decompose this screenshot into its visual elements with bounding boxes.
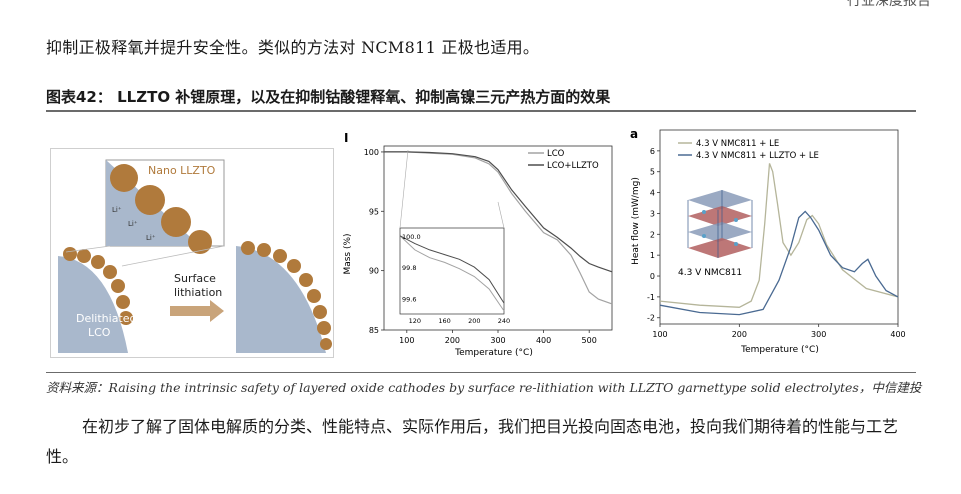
dsc-plot-frame xyxy=(659,129,899,325)
tga-inset-x-tick-label: 200 xyxy=(468,317,480,325)
tga-inset-x-tick-label: 160 xyxy=(438,317,450,325)
dsc-y-tick-label: -1 xyxy=(647,293,655,302)
lco-label-line1: Delithiated xyxy=(76,312,137,325)
paragraph-bottom: 在初步了解了固体电解质的分类、性能特点、实际作用后，我们把目光投向固态电池，投向… xyxy=(46,417,899,466)
dsc-legend: 4.3 V NMC811 + LE 4.3 V NMC811 + LLZTO +… xyxy=(678,139,819,161)
dsc-x-tick-label: 200 xyxy=(732,330,747,339)
dsc-y-tick-label: 3 xyxy=(650,209,655,218)
figure-top-rule xyxy=(46,110,916,112)
arrow-label-line2: lithiation xyxy=(174,286,222,299)
zoom-guide-right xyxy=(121,245,225,267)
li-label-2: Li⁺ xyxy=(128,220,138,228)
tga-inset-guide-left xyxy=(399,149,409,229)
figure-source: 资料来源：Raising the intrinsic safety of lay… xyxy=(46,380,922,395)
tga-inset-y-tick-label: 99.6 xyxy=(402,295,416,303)
paragraph-top: 抑制正极释氧并提升安全性。类似的方法对 NCM811 正极也适用。 xyxy=(46,38,540,57)
tga-inset-guide-right xyxy=(497,201,505,229)
nano-llzto-particles xyxy=(110,164,212,254)
dsc-x-tick-label: 400 xyxy=(890,330,905,339)
lco-surface-particles xyxy=(63,247,133,325)
schematic-panel: Delithiated LCO Nano LLZTO Li⁺ Li⁺ Li⁺ S… xyxy=(50,148,334,358)
dsc-y-tick-label: 1 xyxy=(650,251,655,260)
dsc-series-line-1 xyxy=(659,163,899,308)
tga-ylabel: Mass (%) xyxy=(343,233,353,274)
tga-inset-series-line-2 xyxy=(399,235,505,304)
surface-lithiation-arrow xyxy=(170,300,224,322)
tga-y-tick-label: 85 xyxy=(369,326,379,335)
dsc-ylabel: Heat flow (mW/mg) xyxy=(631,177,641,265)
dsc-y-tick-label: 6 xyxy=(650,147,655,156)
lithiated-particles xyxy=(241,241,332,350)
dsc-x-tick-label: 300 xyxy=(811,330,826,339)
tga-inset-x-tick-label: 120 xyxy=(409,317,421,325)
li-label-3: Li⁺ xyxy=(146,234,156,242)
figure-title: 图表42： LLZTO 补锂原理，以及在抑制钴酸锂释氧、抑制高镍三元产热方面的效… xyxy=(46,88,611,106)
lco-label-line2: LCO xyxy=(88,326,111,339)
tga-y-tick-label: 90 xyxy=(369,267,379,276)
dsc-series-line-2 xyxy=(659,210,899,316)
tga-series-line-2 xyxy=(384,151,613,273)
tga-x-tick-label: 200 xyxy=(445,336,460,345)
dsc-y-tick-label: 5 xyxy=(650,168,655,177)
dsc-y-tick-label: 2 xyxy=(650,230,655,239)
tga-panel-letter: I xyxy=(344,131,348,145)
crystal-label: 4.3 V NMC811 xyxy=(678,268,742,278)
dsc-y-tick-label: -2 xyxy=(647,314,655,323)
tga-legend: LCO LCO+LLZTO xyxy=(528,149,599,171)
tga-legend-llzto: LCO+LLZTO xyxy=(547,161,599,171)
dsc-y-tick-label: 4 xyxy=(650,189,655,198)
zoom-guide-left xyxy=(65,245,111,253)
tga-inset-y-tick-label: 100.0 xyxy=(402,233,421,241)
arrow-label-line1: Surface xyxy=(174,272,216,285)
lco-region xyxy=(58,256,128,353)
nano-llzto-label: Nano LLZTO xyxy=(148,164,216,177)
tga-chart: I Mass (%) Temperature (°C) LCO LCO+LLZT… xyxy=(343,131,613,358)
figure-bottom-rule xyxy=(46,372,916,373)
tga-legend-lco: LCO xyxy=(547,149,565,159)
dsc-y-tick-label: 0 xyxy=(650,272,655,281)
tga-x-tick-label: 500 xyxy=(582,336,597,345)
tga-inset-series-line-1 xyxy=(399,235,505,312)
dsc-x-tick-label: 100 xyxy=(652,330,667,339)
tga-xlabel: Temperature (°C) xyxy=(454,348,533,358)
dsc-legend-le: 4.3 V NMC811 + LE xyxy=(696,139,779,149)
dsc-chart: a Heat flow (mW/mg) Temperature (°C) 4.3… xyxy=(630,127,906,355)
lithiated-lco-region xyxy=(236,246,326,353)
li-label-1: Li⁺ xyxy=(112,206,122,214)
dsc-panel-letter: a xyxy=(630,127,638,141)
dsc-xlabel: Temperature (°C) xyxy=(740,345,819,355)
tga-x-tick-label: 100 xyxy=(399,336,414,345)
dsc-legend-llzto: 4.3 V NMC811 + LLZTO + LE xyxy=(696,151,819,161)
tga-inset-frame xyxy=(399,227,505,315)
report-header-tag: 行业深度报告 xyxy=(847,0,931,9)
tga-inset-x-tick-label: 240 xyxy=(498,317,510,325)
tga-y-tick-label: 100 xyxy=(364,148,379,157)
crystal-structure-image xyxy=(687,190,753,258)
tga-inset-y-tick-label: 99.8 xyxy=(402,264,416,272)
tga-x-tick-label: 400 xyxy=(536,336,551,345)
tga-x-tick-label: 300 xyxy=(490,336,505,345)
tga-y-tick-label: 95 xyxy=(369,207,379,216)
